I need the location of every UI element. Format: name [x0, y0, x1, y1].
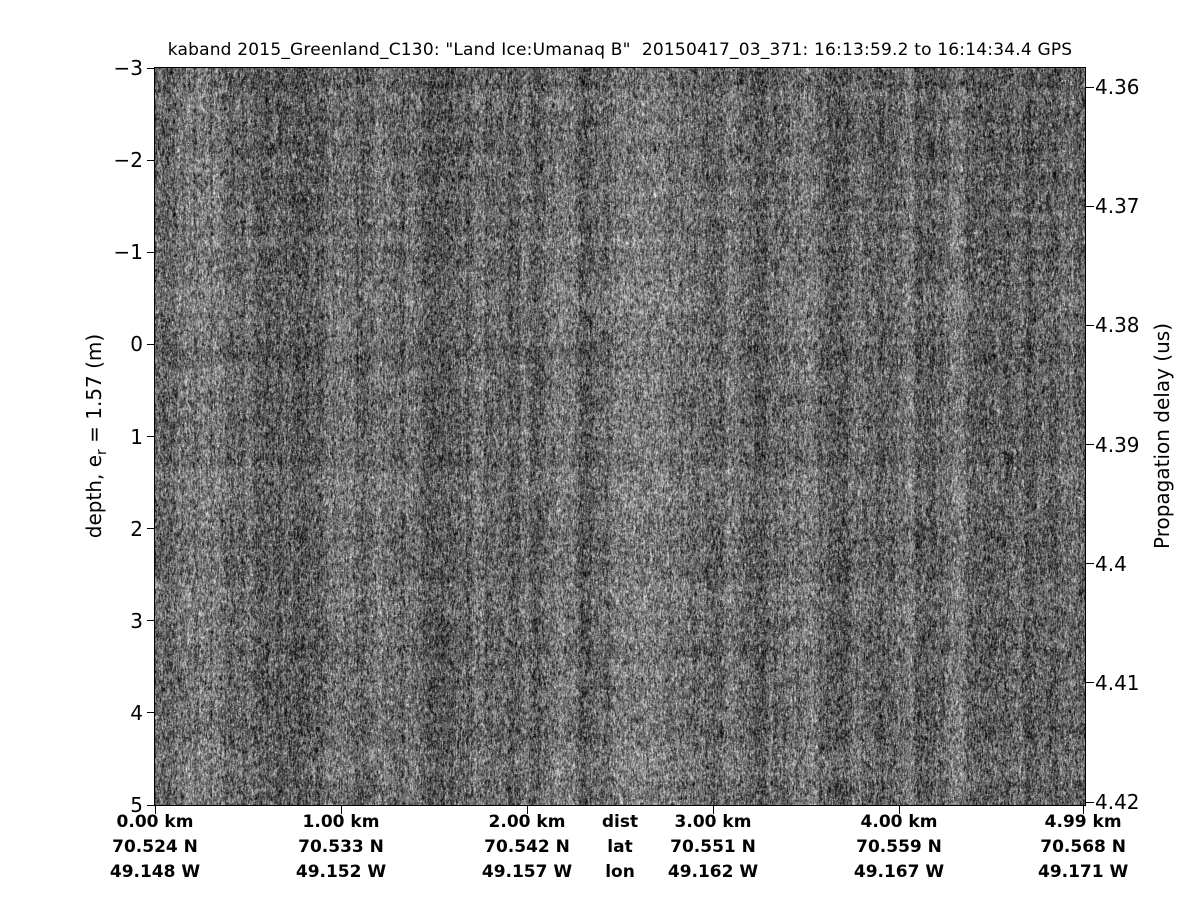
x-tick-mark	[712, 806, 714, 814]
x-axis-lat-label: 70.533 N	[298, 837, 384, 857]
x-axis-lat-label: 70.542 N	[484, 837, 570, 857]
y-tick-label-left: 0	[130, 332, 143, 357]
x-axis-dist-label: 3.00 km	[674, 812, 752, 832]
y-tick-label-left: 1	[130, 424, 143, 449]
x-axis-row-header-dist: dist	[601, 812, 639, 832]
x-tick-mark	[898, 806, 900, 814]
y-tick-mark-left	[147, 436, 155, 437]
x-axis-lat-label: 70.551 N	[670, 837, 756, 857]
y-tick-label-left: 3	[130, 608, 143, 633]
right-axis-label: Propagation delay (us)	[1150, 322, 1174, 550]
x-axis-dist-label: 4.99 km	[1044, 812, 1122, 832]
y-tick-label-left: 2	[130, 516, 143, 541]
y-tick-mark-left	[147, 159, 155, 161]
x-axis-row-header-lon: lon	[605, 862, 635, 882]
y-tick-label-right: 4.39	[1095, 432, 1140, 457]
x-axis-lon-label: 49.152 W	[295, 862, 387, 882]
x-axis-lon-label: 49.171 W	[1037, 862, 1129, 882]
x-axis-dist-label: 2.00 km	[488, 812, 566, 832]
x-tick-mark	[340, 806, 342, 814]
y-tick-mark-right	[1086, 324, 1094, 326]
y-tick-mark-right	[1086, 86, 1094, 88]
x-tick-mark	[526, 806, 528, 814]
x-axis-lon-label: 49.167 W	[853, 862, 945, 882]
y-tick-label-right: 4.41	[1095, 670, 1140, 695]
y-tick-label-right: 4.38	[1095, 313, 1140, 338]
y-tick-label-right: 4.4	[1095, 551, 1127, 576]
x-axis-dist-label: 1.00 km	[302, 812, 380, 832]
x-axis-lat-label: 70.559 N	[856, 837, 942, 857]
x-tick-mark	[1082, 806, 1084, 814]
y-tick-label-left: −1	[113, 240, 143, 265]
y-tick-label-left: 4	[130, 700, 143, 725]
x-axis-lat-label: 70.524 N	[112, 837, 198, 857]
x-axis-row-header-lat: lat	[607, 837, 633, 857]
y-tick-mark-right	[1086, 205, 1094, 207]
x-axis-lon-label: 49.162 W	[667, 862, 759, 882]
echogram-image	[154, 67, 1086, 806]
x-axis-dist-label: 0.00 km	[116, 812, 194, 832]
y-tick-label-left: −2	[113, 148, 143, 173]
y-tick-mark-left	[147, 712, 155, 714]
y-tick-label-right: 4.36	[1095, 75, 1140, 99]
x-axis-lon-label: 49.157 W	[481, 862, 573, 882]
y-tick-mark-left	[147, 620, 155, 622]
left-axis-label-subscript: r	[94, 449, 110, 455]
y-tick-mark-right	[1086, 801, 1094, 803]
figure-title: kaband 2015_Greenland_C130: "Land Ice:Um…	[167, 40, 1073, 60]
x-axis-lat-label: 70.568 N	[1040, 837, 1126, 857]
y-tick-mark-left	[147, 804, 155, 806]
y-tick-label-left: 5	[130, 793, 143, 817]
x-axis-dist-label: 4.00 km	[860, 812, 938, 832]
y-tick-mark-right	[1086, 563, 1094, 565]
y-tick-mark-left	[147, 528, 155, 530]
y-tick-mark-right	[1086, 682, 1094, 684]
x-tick-mark	[154, 806, 156, 814]
y-tick-label-right: 4.37	[1095, 194, 1140, 219]
y-tick-label-right: 4.42	[1095, 790, 1140, 814]
y-tick-mark-left	[147, 251, 155, 253]
x-axis-lon-label: 49.148 W	[109, 862, 201, 882]
y-tick-mark-right	[1086, 444, 1094, 445]
y-tick-label-left: −3	[113, 56, 143, 80]
y-tick-mark-left	[147, 67, 155, 69]
y-tick-mark-left	[147, 343, 155, 345]
